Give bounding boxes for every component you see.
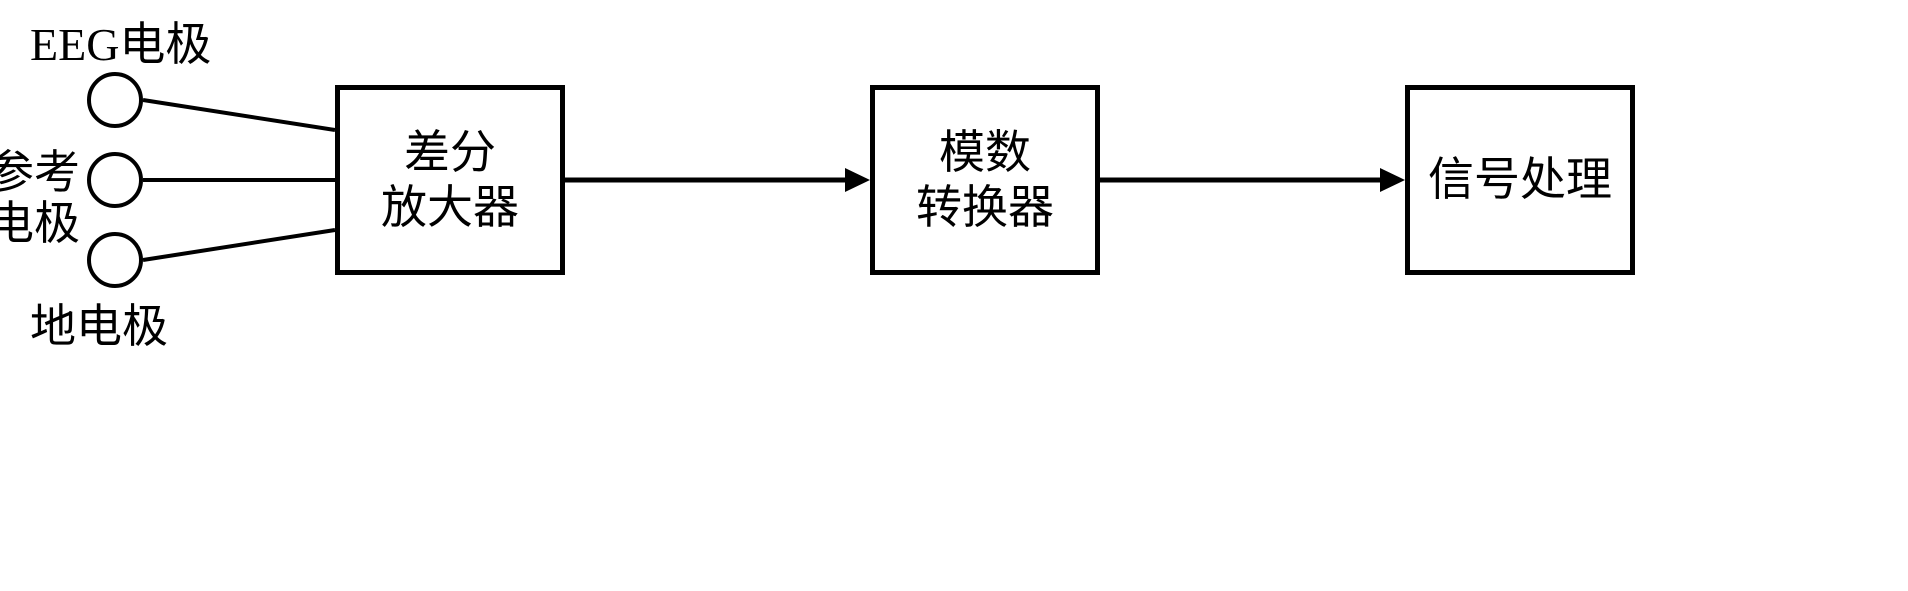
arrow-amp-to-adc — [565, 160, 875, 200]
adc-text-line2: 转换器 — [916, 182, 1054, 233]
adc-text-line1: 模数 — [939, 127, 1031, 178]
amplifier-block-text: 差分 放大器 — [381, 125, 519, 235]
adc-block-text: 模数 转换器 — [916, 125, 1054, 235]
processor-block-text: 信号处理 — [1428, 152, 1612, 207]
processor-text-line1: 信号处理 — [1428, 154, 1612, 205]
arrow-adc-to-proc — [1100, 160, 1410, 200]
differential-amplifier-block: 差分 放大器 — [335, 85, 565, 275]
amplifier-text-line1: 差分 — [404, 127, 496, 178]
eeg-signal-chain-diagram: EEG电极 参考 电极 地电极 差分 放大器 模数 转换器 — [0, 0, 1908, 591]
signal-processor-block: 信号处理 — [1405, 85, 1635, 275]
amplifier-text-line2: 放大器 — [381, 182, 519, 233]
adc-block: 模数 转换器 — [870, 85, 1100, 275]
